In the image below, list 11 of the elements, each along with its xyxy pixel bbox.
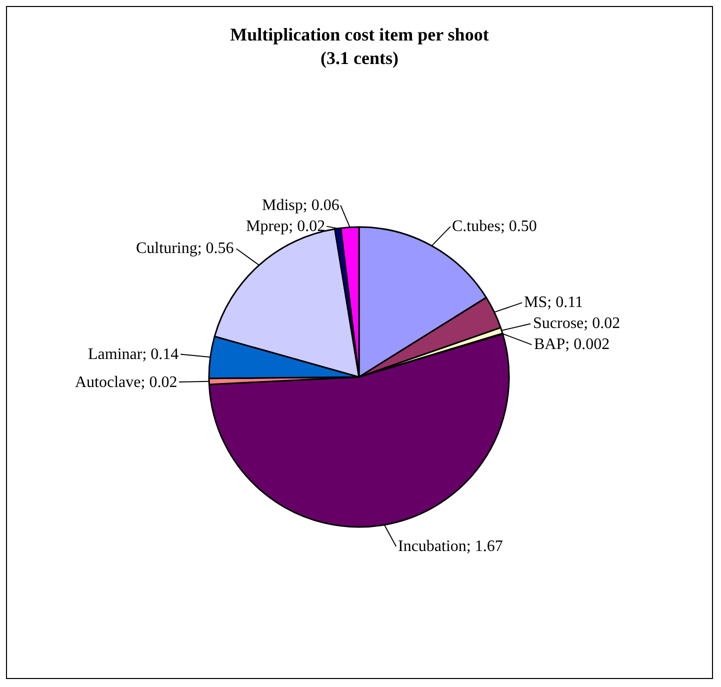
slice-label: Laminar; 0.14 [88,346,179,363]
slice-label: Incubation; 1.67 [398,538,503,555]
chart-title: Multiplication cost item per shoot (3.1 cents) [230,24,489,68]
slice-label: Mdisp; 0.06 [262,197,340,214]
slice-label: BAP; 0.002 [534,336,610,353]
slice-label: Sucrose; 0.02 [533,315,620,332]
slice-label: Culturing; 0.56 [136,240,234,257]
slice-label: Mprep; 0.02 [246,218,326,235]
slice-label: MS; 0.11 [524,294,583,311]
slice-label: Autoclave; 0.02 [75,374,178,391]
slice-label: C.tubes; 0.50 [452,218,537,235]
